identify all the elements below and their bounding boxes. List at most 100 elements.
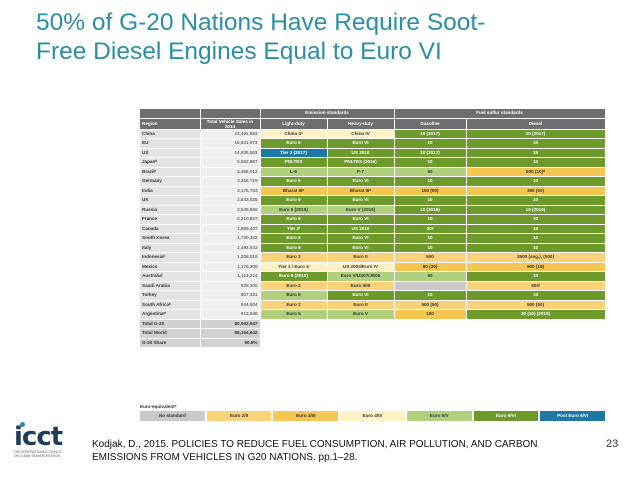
cell-light-duty: Euro 2 [260,300,328,310]
table-row: Canada 1,889,437 Tier 2ᶠ US 2010 30ᵍ 15 [140,224,606,234]
cell-light-duty: L-6 [260,167,328,177]
cell-diesel: 10 [466,214,606,225]
header-fuel-sulfur-standards: Fuel sulfur standards [394,109,606,119]
cell-sales: 1,113,224 [200,271,261,282]
summary-value: 80,063,947 [200,319,261,329]
cell-heavy-duty: PNLTES (2016) [327,157,395,168]
cell-heavy-duty: Euro VI [327,290,395,301]
cell-light-duty: China 4ᵃ [260,129,328,139]
cell-sales: 1,176,305 [200,262,261,272]
cell-light-duty: Euro 6 [260,195,328,206]
cell-gasoline: 500 [394,252,467,263]
icct-logo: icct THE INTERNATIONAL COUNCIL ON CLEAN … [14,422,78,458]
cell-region: South Korea [140,233,201,244]
cell-light-duty: Euro 5 [260,309,328,320]
cell-gasoline: 50 [394,167,467,177]
page-number: 23 [606,438,619,450]
cell-diesel: 15 [466,148,606,158]
cell-gasoline: 10 (2017) [394,148,467,158]
cell-region: Argentinaᵐ [140,309,201,320]
empty-cell [394,328,466,339]
table-body: China 23,491,893 China 4ᵃ China IV 10 (2017)… [140,129,606,348]
cell-light-duty: Euro 5 [260,290,328,301]
table-row: Indonesiaʰ 1,208,019 Euro 2 Euro II 500 3500 … [140,252,606,263]
cell-gasoline: 10 [394,243,467,253]
header-blank [200,109,261,119]
empty-cell [466,319,605,329]
summary-row: Total G-20 80,063,947 [140,319,605,329]
cell-diesel: 10 [466,138,606,149]
table-row: India 3,176,763 Bharat IIIᵉ Bharat IIIᵉ 150 … [140,186,606,196]
cell-heavy-duty: Euro II [327,300,395,310]
cell-region: China [140,129,201,139]
cell-gasoline: 150 [394,309,467,320]
cell-gasoline: 10 [394,138,467,149]
title-line-2: Free Diesel Engines Equal to Euro VI [36,38,442,65]
legend-item: Euro 4/IV [340,411,405,421]
cell-sales: 16,841,973 [200,138,261,149]
cell-sales: 1,208,019 [200,252,261,263]
cell-sales: 613,948 [200,309,261,320]
cell-region: EU [140,138,201,149]
table-row: Saudi Arabia 828,200 Euro 2 Euro II/III 500ʲ [140,281,606,291]
cell-region: Germany [140,176,201,187]
summary-label: Total World [140,328,201,339]
cell-light-duty: Euro 2 [260,281,328,291]
cell-gasoline: 10 [394,195,467,206]
legend-item: Euro 3/III [273,411,339,421]
table-row: China 23,491,893 China 4ᵃ China IV 10 (2017)… [140,129,606,139]
cell-light-duty: Euro 6 [260,138,328,149]
cell-diesel: 500 (50) [466,300,606,310]
cell-sales: 3,498,012 [200,167,261,177]
cell-region: Japanᵇ [140,157,201,168]
empty-cell [327,328,394,339]
empty-cell [327,338,394,348]
cell-sales: 807,331 [200,290,261,301]
cell-region: Mexico [140,262,201,272]
cell-diesel: 500 (10)ᵈ [466,167,606,177]
cell-gasoline: 50 [394,271,467,282]
empty-cell [466,328,605,339]
summary-row: Total World 88,164,642 [140,328,605,339]
table-row: Italy 1,492,642 Euro 6 Euro VI 10 10 [140,243,606,253]
table-row: South Africaᵏ 644,504 Euro 2 Euro II 500 (50… [140,300,606,310]
cell-region: UK [140,195,201,206]
table-row: Turkey 807,331 Euro 5 Euro VI 10 10 [140,290,606,301]
citation-line-1: Kodjak, D., 2015. POLICIES TO REDUCE FUE… [92,439,538,450]
cell-gasoline: 500 (50) [394,300,467,310]
standards-table: Emission standards Fuel sulfur standards… [140,109,606,348]
summary-row: G-20 Share 90.8% [140,338,605,348]
cell-diesel: 10 [466,243,606,253]
cell-heavy-duty: US 2004/Euro IV [327,262,395,272]
table-row: Argentinaᵐ 613,948 Euro 5 Euro V 150 30 (10) … [140,309,606,320]
table-row: EU 16,841,973 Euro 6 Euro VI 10 10 [140,138,606,149]
empty-cell [327,319,394,329]
cell-light-duty: Euro 2 [260,252,328,263]
cell-sales: 1,730,322 [200,233,261,244]
cell-gasoline: 10 [394,176,467,187]
legend-row: No standard Euro 2/II Euro 3/III Euro 4/IV E… [140,411,606,421]
cell-gasoline: 150 (50) [394,186,467,196]
empty-cell [260,319,327,329]
legend-item: Euro 2/II [206,411,272,421]
cell-gasoline: 80 (30) [394,262,467,272]
header-emission-standards: Emission standards [260,109,395,119]
cell-region: Indonesiaʰ [140,252,201,263]
header-sales: Total Vehicle Sales in 2014 [200,118,261,130]
empty-cell [466,338,605,348]
cell-light-duty: Tier 2ᶠ [260,224,328,234]
cell-diesel: 15 [466,224,606,234]
cell-diesel: 10 [466,271,606,282]
cell-light-duty: Tier 3 (2017) [260,148,328,158]
cell-diesel: 350 (50) [466,186,606,196]
cell-gasoline: 10 [394,157,467,168]
cell-sales: 644,504 [200,300,261,310]
cell-heavy-duty: Bharat IIIᵉ [327,186,395,196]
logo-subtitle: THE INTERNATIONAL COUNCIL ON CLEAN TRANS… [14,450,78,458]
cell-heavy-duty: Euro V (2016) [327,205,395,215]
empty-cell [394,338,466,348]
cell-region: Turkey [140,290,201,301]
title-line-1: 50% of G-20 Nations Have Require Soot- [36,9,486,36]
table-row: South Korea 1,730,322 Euro 6 Euro VI 10 10 [140,233,606,244]
header-blank [140,109,201,119]
